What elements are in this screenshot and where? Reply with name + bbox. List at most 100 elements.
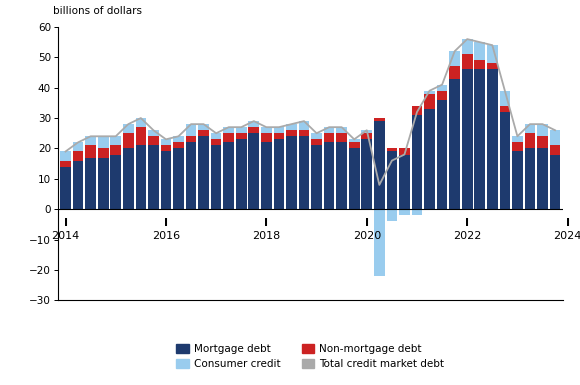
Bar (274, 139, 284, 209)
Text: I: I (365, 218, 369, 228)
Bar (299, 136, 309, 209)
Text: 2022: 2022 (453, 231, 481, 241)
Bar (361, 133, 372, 139)
Bar (437, 91, 447, 100)
Bar (98, 157, 108, 209)
Bar (236, 127, 246, 133)
Bar (462, 39, 473, 54)
Bar (399, 209, 410, 215)
Bar (550, 146, 560, 154)
Bar (349, 139, 360, 142)
Bar (60, 167, 71, 209)
Bar (412, 106, 422, 115)
Bar (386, 151, 397, 209)
Bar (361, 139, 372, 209)
Bar (173, 136, 184, 142)
Text: I: I (164, 218, 168, 228)
Bar (261, 133, 271, 142)
Bar (537, 136, 548, 149)
Bar (424, 109, 435, 209)
Bar (336, 133, 347, 142)
Bar (299, 121, 309, 130)
Bar (173, 142, 184, 149)
Bar (211, 146, 222, 209)
Text: 2018: 2018 (252, 231, 281, 241)
Bar (248, 121, 259, 127)
Bar (437, 100, 447, 209)
Bar (525, 133, 535, 149)
Bar (336, 127, 347, 133)
Bar (186, 136, 197, 142)
Text: 2024: 2024 (553, 231, 580, 241)
Bar (462, 69, 473, 209)
Bar (487, 45, 498, 64)
Bar (512, 136, 523, 142)
Text: billions of dollars: billions of dollars (53, 6, 142, 16)
Bar (223, 142, 234, 209)
Bar (374, 121, 385, 209)
Bar (499, 91, 510, 106)
Bar (248, 133, 259, 209)
Bar (274, 133, 284, 139)
Bar (123, 124, 133, 133)
Bar (299, 130, 309, 136)
Bar (148, 130, 159, 136)
Bar (499, 106, 510, 112)
Bar (286, 124, 297, 130)
Bar (450, 51, 460, 67)
Bar (487, 69, 498, 209)
Bar (525, 124, 535, 133)
Bar (412, 209, 422, 215)
Bar (98, 136, 108, 149)
Bar (98, 149, 108, 157)
Bar (525, 149, 535, 209)
Bar (161, 139, 171, 146)
Bar (136, 146, 146, 209)
Bar (462, 54, 473, 69)
Text: I: I (264, 218, 269, 228)
Bar (399, 149, 410, 154)
Bar (349, 142, 360, 149)
Bar (537, 124, 548, 136)
Bar (324, 142, 335, 209)
Bar (223, 127, 234, 133)
Text: 2014: 2014 (52, 231, 79, 241)
Bar (336, 142, 347, 209)
Bar (537, 149, 548, 209)
Bar (311, 146, 322, 209)
Bar (248, 127, 259, 133)
Bar (424, 94, 435, 109)
Bar (324, 133, 335, 142)
Bar (123, 133, 133, 149)
Bar (236, 133, 246, 139)
Bar (198, 130, 209, 136)
Bar (236, 139, 246, 209)
Bar (110, 146, 121, 154)
Bar (211, 133, 222, 139)
Bar (286, 130, 297, 136)
Bar (85, 136, 96, 146)
Text: I: I (465, 218, 469, 228)
Bar (261, 127, 271, 133)
Bar (474, 42, 485, 60)
Bar (474, 60, 485, 69)
Bar (186, 124, 197, 136)
Bar (311, 139, 322, 146)
Bar (136, 127, 146, 146)
Bar (499, 112, 510, 209)
Bar (60, 161, 71, 167)
Bar (311, 133, 322, 139)
Bar (198, 124, 209, 130)
Bar (374, 209, 385, 276)
Bar (136, 118, 146, 127)
Bar (361, 130, 372, 133)
Bar (261, 142, 271, 209)
Bar (349, 149, 360, 209)
Bar (110, 136, 121, 146)
Bar (110, 154, 121, 209)
Bar (161, 151, 171, 209)
Bar (412, 115, 422, 209)
Bar (161, 146, 171, 151)
Bar (474, 69, 485, 209)
Text: I: I (566, 218, 570, 228)
